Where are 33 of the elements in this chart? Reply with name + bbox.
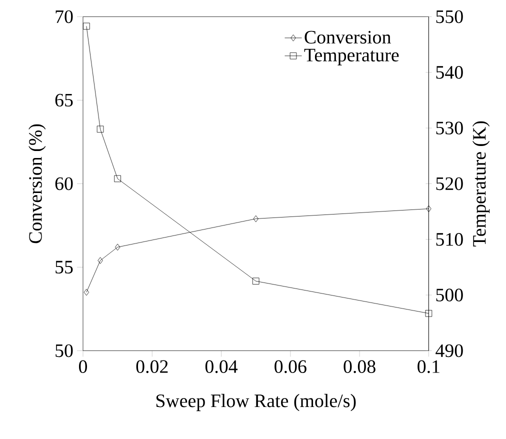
point: [253, 215, 258, 222]
point: [114, 175, 121, 182]
y2-axis-title: Temperature (K): [472, 121, 490, 247]
x-tick-label: 0: [78, 360, 87, 373]
y-tick-label: 70: [56, 10, 73, 24]
y-tick-label: 55: [56, 260, 73, 274]
x-tick-label: 0.02: [136, 360, 168, 374]
x-tick-label: 0.04: [205, 360, 238, 374]
point: [83, 22, 90, 30]
y2-tick-label: 540: [436, 66, 463, 79]
x-tick-label: 0.06: [274, 360, 306, 374]
y-tick-label: 60: [55, 177, 73, 190]
y-tick-label: 65: [55, 94, 73, 107]
y2-tick-label: 510: [436, 232, 463, 246]
y2-tick-label: 520: [436, 177, 463, 190]
y2-tick-label: 530: [436, 122, 463, 134]
legend-label: Conversion: [304, 30, 391, 44]
y-tick-label: 50: [56, 344, 73, 358]
y-axis-title: Conversion (%): [28, 124, 46, 244]
legend-label: Temperature: [304, 48, 399, 66]
point: [84, 288, 90, 296]
point: [426, 205, 432, 212]
point: [114, 244, 120, 251]
y2-tick-label: 490: [436, 344, 463, 358]
y2-tick-label: 500: [436, 288, 463, 302]
point: [252, 278, 260, 285]
point: [425, 310, 432, 317]
point: [96, 126, 104, 133]
y2-tick-label: 550: [436, 10, 463, 24]
x-tick-label: 0.08: [344, 360, 376, 374]
point: [98, 257, 103, 264]
x-axis-title: Sweep Flow Rate (mole/s): [156, 394, 356, 412]
x-tick-label: 0.1: [418, 360, 440, 374]
